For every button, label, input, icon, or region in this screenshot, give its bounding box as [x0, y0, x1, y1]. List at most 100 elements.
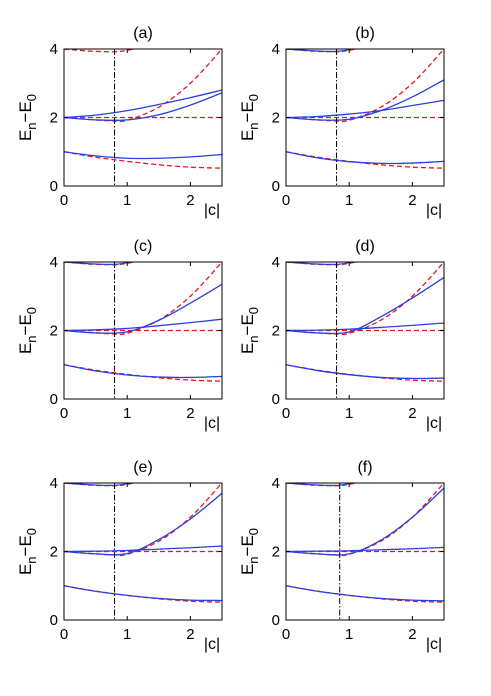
dashed-curve-0-5 — [64, 49, 222, 123]
dashed-curve-4-6 — [64, 483, 222, 557]
solid-curve-5-1 — [286, 546, 444, 553]
ylabel-subscript: n — [246, 556, 261, 563]
ylabel-text: E — [238, 564, 257, 575]
dashed-curve-5-4 — [286, 585, 444, 603]
ylabel-subscript: n — [246, 122, 261, 129]
panel-label-0: (a) — [133, 25, 153, 42]
ytick-label-1-0: 0 — [272, 178, 280, 195]
solid-curve-3-0 — [286, 364, 444, 380]
xlabel-4: |c| — [204, 636, 220, 653]
dashed-curve-3-4 — [286, 364, 444, 382]
ylabel-text: −E — [238, 101, 257, 122]
xtick-label-3-2: 2 — [408, 405, 416, 422]
solid-curve-3-1 — [286, 322, 444, 332]
dashed-curve-0-6 — [64, 49, 136, 53]
ytick-label-4-4: 4 — [50, 475, 58, 492]
ylabel-subscript: 0 — [24, 528, 39, 535]
ylabel-text: −E — [16, 535, 35, 556]
ytick-label-0-0: 0 — [50, 178, 58, 195]
ytick-label-2-0: 0 — [50, 391, 58, 408]
ytick-label-5-0: 0 — [272, 612, 280, 629]
solid-curve-4-3 — [64, 483, 131, 487]
dashed-curve-5-6 — [286, 483, 444, 557]
ylabel-text: −E — [16, 101, 35, 122]
solid-curve-3-3 — [286, 262, 353, 266]
ylabel-4: En−E0 — [16, 528, 39, 575]
panel-curves-5 — [286, 483, 444, 603]
xlabel-1: |c| — [426, 202, 442, 219]
xtick-label-0-1: 1 — [123, 192, 131, 209]
ytick-label-2-4: 4 — [50, 254, 58, 271]
xtick-label-1-0: 0 — [282, 192, 290, 209]
dashed-curve-1-6 — [286, 49, 444, 123]
xtick-label-2-0: 0 — [60, 405, 68, 422]
xlabel-3: |c| — [426, 415, 442, 432]
ylabel-text: E — [16, 564, 35, 575]
xlabel-0: |c| — [204, 202, 220, 219]
ylabel-subscript: n — [246, 335, 261, 342]
dashed-curve-2-6 — [64, 262, 222, 336]
xtick-label-4-1: 1 — [123, 626, 131, 643]
xtick-label-2-1: 1 — [123, 405, 131, 422]
dashed-curve-0-3 — [64, 151, 222, 169]
xtick-label-1-2: 2 — [408, 192, 416, 209]
ytick-label-3-4: 4 — [272, 254, 280, 271]
ylabel-text: E — [16, 130, 35, 141]
ylabel-subscript: 0 — [246, 528, 261, 535]
solid-curve-4-1 — [64, 545, 222, 553]
ylabel-3: En−E0 — [238, 307, 261, 354]
ytick-label-1-2: 2 — [272, 110, 280, 127]
panel-label-3: (d) — [355, 238, 375, 255]
xtick-label-5-2: 2 — [408, 626, 416, 643]
xtick-label-0-0: 0 — [60, 192, 68, 209]
ylabel-text: E — [238, 130, 257, 141]
panel-label-4: (e) — [133, 459, 153, 476]
xtick-label-4-2: 2 — [186, 626, 194, 643]
xtick-label-0-2: 2 — [186, 192, 194, 209]
solid-curve-5-2 — [286, 487, 444, 556]
ylabel-5: En−E0 — [238, 528, 261, 575]
solid-curve-0-2 — [64, 92, 222, 122]
ytick-label-0-4: 4 — [50, 41, 58, 58]
ylabel-text: −E — [238, 314, 257, 335]
ytick-label-3-2: 2 — [272, 323, 280, 340]
solid-curve-0-1 — [64, 89, 222, 119]
axes-box-1 — [285, 48, 445, 187]
ylabel-subscript: 0 — [24, 94, 39, 101]
ylabel-text: −E — [16, 314, 35, 335]
ylabel-text: −E — [238, 535, 257, 556]
xlabel-2: |c| — [204, 415, 220, 432]
ytick-label-4-2: 2 — [50, 544, 58, 561]
solid-curve-1-2 — [286, 79, 444, 121]
ylabel-0: En−E0 — [16, 94, 39, 141]
ytick-label-4-0: 0 — [50, 612, 58, 629]
solid-curve-0-0 — [64, 151, 222, 160]
panel-curves-1 — [286, 49, 444, 169]
ylabel-subscript: 0 — [24, 307, 39, 314]
solid-curve-5-0 — [286, 585, 444, 602]
xlabel-5: |c| — [426, 636, 442, 653]
xtick-label-2-2: 2 — [186, 405, 194, 422]
ylabel-text: E — [238, 343, 257, 354]
panel-curves-2 — [64, 262, 222, 382]
ylabel-1: En−E0 — [238, 94, 261, 141]
xtick-label-1-1: 1 — [345, 192, 353, 209]
dashed-curve-4-4 — [64, 585, 222, 603]
ytick-label-5-2: 2 — [272, 544, 280, 561]
solid-curve-5-3 — [286, 483, 353, 487]
solid-curve-2-0 — [64, 364, 222, 379]
ytick-label-2-2: 2 — [50, 323, 58, 340]
ylabel-text: E — [16, 343, 35, 354]
ytick-label-1-4: 4 — [272, 41, 280, 58]
panel-curves-0 — [64, 49, 222, 169]
xtick-label-3-1: 1 — [345, 405, 353, 422]
xtick-label-5-0: 0 — [282, 626, 290, 643]
solid-curve-2-3 — [64, 262, 131, 266]
